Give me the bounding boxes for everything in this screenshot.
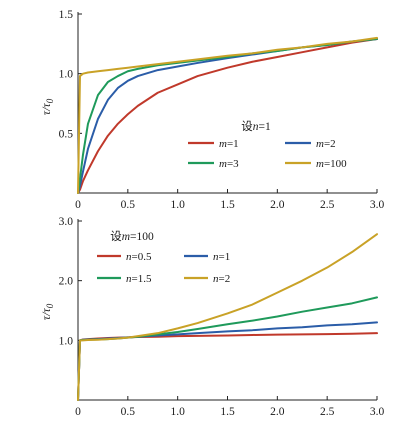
legend-label: m=3	[219, 158, 239, 170]
x-tick-label: 2.5	[320, 406, 335, 418]
legend-title: 设n=1	[241, 120, 271, 133]
x-tick-label: 1.5	[220, 406, 235, 418]
legend-label: m=100	[316, 158, 347, 170]
legend-label: n=2	[213, 273, 230, 285]
x-tick-label: 2.5	[320, 199, 335, 211]
y-axis-label: τ/τ0	[39, 98, 55, 115]
y-axis-label: τ/τ0	[39, 303, 55, 320]
x-tick-label: 0	[75, 406, 81, 418]
y-tick-label: 2.0	[59, 276, 74, 288]
series-line-n-0.5	[77, 332, 378, 401]
x-tick-label: 1.0	[170, 406, 185, 418]
y-tick-label: 1.0	[59, 335, 74, 347]
y-tick-label: 1.0	[59, 69, 74, 81]
x-tick-label: 0.5	[121, 406, 136, 418]
x-tick-label: 1.5	[220, 199, 235, 211]
chart-1: 0 0.5 1.0 1.5 2.0 2.5 3.0 0.5 1.0 1.5 τ/τ0 设n=1m=1 m…	[39, 9, 384, 211]
x-tick-label: 0.5	[121, 199, 136, 211]
series-line-n-2	[77, 233, 378, 401]
x-tick-label: 1.0	[170, 199, 185, 211]
legend-label: m=2	[316, 138, 336, 150]
legend: 设n=1m=1 m=2 m=3 m=100	[188, 120, 347, 170]
x-tick-label: 3.0	[370, 199, 385, 211]
x-tick-label: 2.0	[270, 406, 285, 418]
x-tick-label: 2.0	[270, 199, 285, 211]
legend-label: n=1.5	[126, 273, 152, 285]
x-tick-label: 0	[75, 199, 81, 211]
legend-title: 设m=100	[110, 230, 154, 243]
legend-label: n=0.5	[126, 251, 152, 263]
series-line-m-100	[77, 36, 378, 194]
legend: 设m=100 n=0.5 n=1 n=1.5 n=2	[97, 230, 230, 285]
chart-2: 0 0.5 1.0 1.5 2.0 2.5 3.0 1.0 2.0 3.0 τ/τ0 设m=100 n=…	[39, 216, 384, 418]
y-tick-label: 3.0	[59, 216, 74, 228]
y-tick-label: 1.5	[59, 9, 74, 21]
x-tick-label: 3.0	[370, 406, 385, 418]
legend-label: m=1	[219, 138, 239, 150]
legend-label: n=1	[213, 251, 230, 263]
series-line-m-1	[77, 38, 378, 194]
y-tick-label: 0.5	[59, 128, 74, 140]
